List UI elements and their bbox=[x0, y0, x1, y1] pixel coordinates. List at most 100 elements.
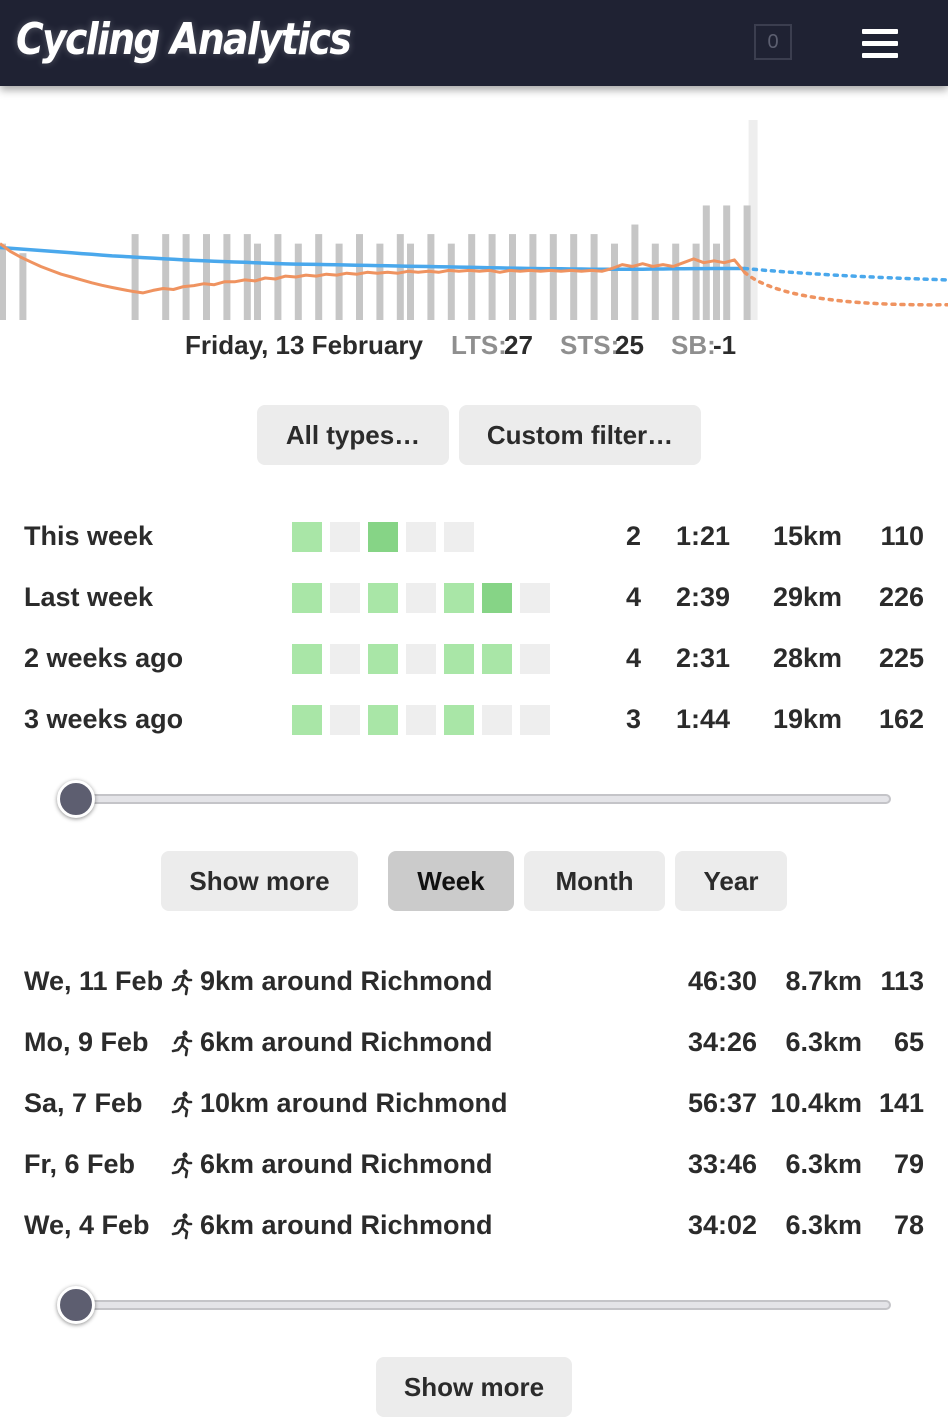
day-cell[interactable] bbox=[444, 644, 474, 674]
fitness-chart[interactable] bbox=[0, 110, 948, 325]
day-cell[interactable] bbox=[330, 583, 360, 613]
activities-slider-track[interactable] bbox=[76, 1300, 891, 1310]
all-types-button[interactable]: All types… bbox=[257, 405, 449, 465]
day-cell[interactable] bbox=[520, 705, 550, 735]
day-cell[interactable] bbox=[330, 705, 360, 735]
running-icon bbox=[171, 1090, 193, 1118]
activity-duration: 46:30 bbox=[687, 966, 757, 996]
week-load: 110 bbox=[880, 521, 924, 551]
lts-line bbox=[0, 245, 745, 271]
activity-row[interactable]: We, 11 Feb 9km around Richmond 46:30 8.7… bbox=[0, 962, 948, 1002]
week-row[interactable]: Last week 4 2:39 29km 226 bbox=[0, 578, 948, 618]
week-distance: 29km bbox=[772, 582, 842, 612]
daily-load-bar bbox=[203, 234, 210, 320]
daily-load-bar bbox=[651, 243, 659, 320]
daily-load-bar bbox=[692, 243, 700, 320]
week-row[interactable]: 2 weeks ago 4 2:31 28km 225 bbox=[0, 639, 948, 679]
day-cell[interactable] bbox=[292, 522, 322, 552]
week-label: 2 weeks ago bbox=[24, 643, 184, 673]
app-logo[interactable]: Cycling Analytics bbox=[16, 14, 352, 65]
daily-load-bar bbox=[509, 234, 516, 320]
day-cell[interactable] bbox=[368, 522, 398, 552]
week-distance: 19km bbox=[772, 704, 842, 734]
daily-load-bar bbox=[713, 243, 720, 320]
daily-load-bar bbox=[376, 243, 384, 320]
day-cell[interactable] bbox=[368, 705, 398, 735]
daily-load-bar bbox=[488, 234, 496, 320]
daily-load-bar bbox=[356, 234, 363, 320]
activity-duration: 34:02 bbox=[687, 1210, 757, 1240]
day-cell[interactable] bbox=[406, 583, 436, 613]
day-cell[interactable] bbox=[444, 522, 474, 552]
year-tab-button[interactable]: Year bbox=[675, 851, 787, 911]
day-cell[interactable] bbox=[444, 583, 474, 613]
show-more-activities-button[interactable]: Show more bbox=[376, 1357, 572, 1417]
day-cell[interactable] bbox=[520, 583, 550, 613]
day-cell[interactable] bbox=[368, 583, 398, 613]
day-cell[interactable] bbox=[406, 644, 436, 674]
activity-duration: 56:37 bbox=[687, 1088, 757, 1118]
activity-date: Mo, 9 Feb bbox=[24, 1027, 149, 1057]
activity-row[interactable]: We, 4 Feb 6km around Richmond 34:02 6.3k… bbox=[0, 1206, 948, 1246]
lts-label: LTS: bbox=[451, 330, 507, 360]
activity-duration: 33:46 bbox=[687, 1149, 757, 1179]
custom-filter-button[interactable]: Custom filter… bbox=[459, 405, 701, 465]
activity-title[interactable]: 9km around Richmond bbox=[200, 966, 493, 996]
activity-load: 141 bbox=[878, 1088, 924, 1118]
day-cell[interactable] bbox=[406, 705, 436, 735]
daily-load-bar bbox=[407, 243, 414, 320]
show-more-weeks-button[interactable]: Show more bbox=[161, 851, 358, 911]
lts-value: 27 bbox=[504, 330, 533, 360]
weeks-slider-track[interactable] bbox=[76, 794, 891, 804]
activity-row[interactable]: Fr, 6 Feb 6km around Richmond 33:46 6.3k… bbox=[0, 1145, 948, 1185]
top-bar: Cycling Analytics 0 bbox=[0, 0, 948, 86]
activity-distance: 6.3km bbox=[785, 1210, 862, 1240]
activity-row[interactable]: Sa, 7 Feb 10km around Richmond 56:37 10.… bbox=[0, 1084, 948, 1124]
day-cell[interactable] bbox=[292, 705, 322, 735]
daily-load-bar bbox=[294, 243, 302, 320]
activity-row[interactable]: Mo, 9 Feb 6km around Richmond 34:26 6.3k… bbox=[0, 1023, 948, 1063]
activity-distance: 8.7km bbox=[785, 966, 862, 996]
day-cell[interactable] bbox=[406, 522, 436, 552]
activity-date: Fr, 6 Feb bbox=[24, 1149, 136, 1179]
daily-load-bar bbox=[447, 243, 455, 320]
day-cell[interactable] bbox=[368, 644, 398, 674]
week-count: 2 bbox=[625, 521, 641, 551]
daily-load-bar bbox=[19, 253, 27, 320]
day-cell[interactable] bbox=[444, 705, 474, 735]
activity-title[interactable]: 6km around Richmond bbox=[200, 1210, 493, 1240]
activities-slider-thumb[interactable] bbox=[57, 1286, 95, 1324]
day-cell[interactable] bbox=[330, 522, 360, 552]
day-cell[interactable] bbox=[292, 644, 322, 674]
daily-load-bar bbox=[243, 234, 251, 320]
hamburger-menu-icon[interactable] bbox=[862, 26, 900, 60]
activity-distance: 10.4km bbox=[770, 1088, 862, 1118]
week-time: 1:44 bbox=[675, 704, 730, 734]
activity-load: 113 bbox=[880, 966, 924, 996]
week-time: 2:31 bbox=[675, 643, 730, 673]
daily-load-bar bbox=[590, 234, 598, 320]
daily-load-bar bbox=[427, 234, 435, 320]
daily-load-bar bbox=[254, 243, 261, 320]
daily-load-bar bbox=[223, 234, 231, 320]
activity-title[interactable]: 10km around Richmond bbox=[200, 1088, 508, 1118]
day-cell[interactable] bbox=[482, 583, 512, 613]
activity-title[interactable]: 6km around Richmond bbox=[200, 1027, 493, 1057]
day-cell[interactable] bbox=[482, 644, 512, 674]
sb-label: SB: bbox=[671, 330, 716, 360]
activity-title[interactable]: 6km around Richmond bbox=[200, 1149, 493, 1179]
activity-date: We, 11 Feb bbox=[24, 966, 164, 996]
daily-load-bar bbox=[570, 234, 578, 320]
running-icon bbox=[171, 1212, 193, 1240]
week-row[interactable]: 3 weeks ago 3 1:44 19km 162 bbox=[0, 700, 948, 740]
daily-load-bar bbox=[396, 234, 404, 320]
weeks-slider-thumb[interactable] bbox=[57, 780, 95, 818]
notification-counter[interactable]: 0 bbox=[754, 24, 792, 60]
day-cell[interactable] bbox=[292, 583, 322, 613]
week-tab-button[interactable]: Week bbox=[388, 851, 514, 911]
week-row[interactable]: This week 2 1:21 15km 110 bbox=[0, 517, 948, 557]
day-cell[interactable] bbox=[330, 644, 360, 674]
day-cell[interactable] bbox=[482, 705, 512, 735]
day-cell[interactable] bbox=[520, 644, 550, 674]
month-tab-button[interactable]: Month bbox=[524, 851, 665, 911]
